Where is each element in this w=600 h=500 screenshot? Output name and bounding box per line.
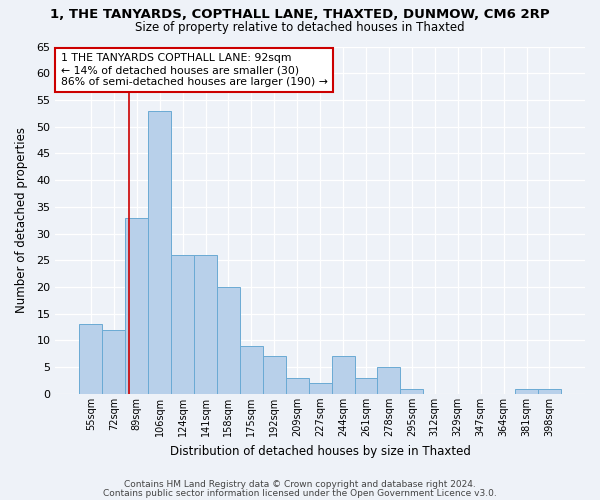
Text: 1, THE TANYARDS, COPTHALL LANE, THAXTED, DUNMOW, CM6 2RP: 1, THE TANYARDS, COPTHALL LANE, THAXTED,… [50, 8, 550, 20]
Bar [400, 388, 424, 394]
Bar [355, 378, 377, 394]
Bar [286, 378, 308, 394]
Bar [103, 330, 125, 394]
Bar [79, 324, 103, 394]
Bar [148, 110, 171, 394]
Bar [125, 218, 148, 394]
Text: 1 THE TANYARDS COPTHALL LANE: 92sqm
← 14% of detached houses are smaller (30)
86: 1 THE TANYARDS COPTHALL LANE: 92sqm ← 14… [61, 54, 328, 86]
Text: Contains public sector information licensed under the Open Government Licence v3: Contains public sector information licen… [103, 488, 497, 498]
Bar [377, 367, 400, 394]
Bar [171, 255, 194, 394]
Bar [194, 255, 217, 394]
Bar [308, 383, 332, 394]
Bar [332, 356, 355, 394]
Bar [263, 356, 286, 394]
Text: Contains HM Land Registry data © Crown copyright and database right 2024.: Contains HM Land Registry data © Crown c… [124, 480, 476, 489]
Bar [515, 388, 538, 394]
Bar [217, 287, 240, 394]
Bar [240, 346, 263, 394]
X-axis label: Distribution of detached houses by size in Thaxted: Distribution of detached houses by size … [170, 444, 470, 458]
Text: Size of property relative to detached houses in Thaxted: Size of property relative to detached ho… [135, 21, 465, 34]
Y-axis label: Number of detached properties: Number of detached properties [15, 127, 28, 313]
Bar [538, 388, 561, 394]
